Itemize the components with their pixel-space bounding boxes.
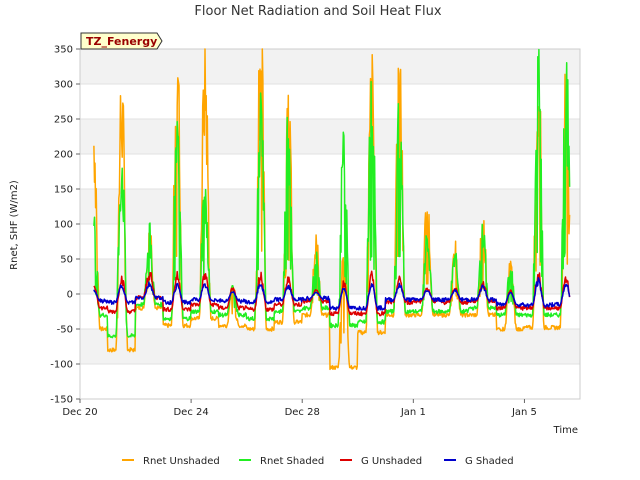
x-axis-title: Time (553, 425, 578, 436)
series-layer (93, 48, 571, 371)
y-axis: -150 -100 -50 0 50 100 150 200 250 300 350 (50, 45, 80, 406)
y-axis-title: Rnet, SHF (W/m2) (9, 180, 20, 270)
y-tick-label: 250 (54, 115, 73, 126)
x-tick-label: Dec 28 (285, 407, 320, 418)
y-tick-label: -50 (57, 325, 73, 336)
grid-band (80, 189, 580, 224)
x-axis: Dec 20 Dec 24 Dec 28 Jan 1 Jan 5 (62, 399, 537, 418)
x-tick-label: Jan 1 (400, 407, 426, 418)
y-tick-label: 100 (54, 220, 73, 231)
y-tick-label: -150 (50, 395, 73, 406)
legend: Rnet Unshaded Rnet Shaded G Unshaded G Shad… (122, 456, 514, 467)
x-tick-label: Jan 5 (511, 407, 537, 418)
grid-band (80, 119, 580, 154)
grid-band (80, 49, 580, 84)
badge-box (80, 32, 163, 50)
legend-label-rnet-unshaded: Rnet Unshaded (143, 456, 220, 467)
legend-label-g-unshaded: G Unshaded (361, 456, 422, 467)
y-tick-label: 150 (54, 185, 73, 196)
legend-label-rnet-shaded: Rnet Shaded (260, 456, 324, 467)
legend-label-g-shaded: G Shaded (465, 456, 514, 467)
plot-area (79, 48, 581, 400)
y-tick-label: 200 (54, 150, 73, 161)
y-tick-label: 0 (67, 290, 73, 301)
y-tick-label: -100 (50, 360, 73, 371)
y-tick-label: 350 (54, 45, 73, 56)
chart-title: Floor Net Radiation and Soil Heat Flux (194, 4, 441, 19)
badge: TZ_Fenergy (80, 32, 163, 50)
y-tick-label: 300 (54, 80, 73, 91)
y-tick-label: 50 (60, 255, 73, 266)
x-tick-label: Dec 20 (62, 407, 97, 418)
grid-band (80, 259, 580, 294)
x-tick-label: Dec 24 (173, 407, 208, 418)
series-line-g-shaded (93, 277, 571, 311)
badge-label: TZ_Fenergy (86, 35, 157, 48)
